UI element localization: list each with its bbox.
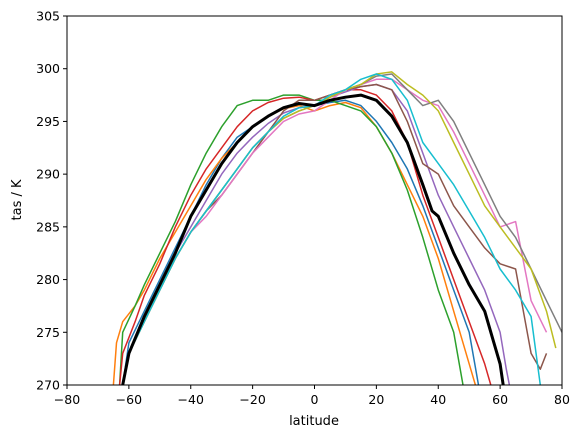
- x-axis: −80 −60 −40 −20 0 20 40 60 80: [54, 385, 570, 407]
- y-tick-label: 290: [36, 167, 60, 182]
- mean-series-line: [121, 93, 505, 385]
- y-axis: 270 275 280 285 290 295 300 305: [36, 9, 67, 393]
- x-tick-label: 80: [554, 392, 570, 407]
- y-tick-label: 295: [36, 114, 60, 129]
- series-line-5: [121, 83, 511, 385]
- x-tick-label: −60: [116, 392, 142, 407]
- x-tick-label: −40: [178, 392, 204, 407]
- y-tick-label: 275: [36, 325, 60, 340]
- y-tick-label: 280: [36, 272, 60, 287]
- y-tick-label: 300: [36, 61, 60, 76]
- y-tick-label: 285: [36, 219, 60, 234]
- x-tick-label: 60: [492, 392, 508, 407]
- y-tick-label: 305: [36, 9, 60, 24]
- x-tick-label: 0: [311, 392, 319, 407]
- series-line-7: [121, 78, 548, 385]
- y-axis-label: tas / K: [10, 179, 25, 220]
- y-tick-label: 270: [36, 378, 60, 393]
- x-tick-label: −80: [54, 392, 80, 407]
- series-line-9: [121, 71, 557, 385]
- x-tick-label: −20: [239, 392, 265, 407]
- series-line-4: [118, 89, 492, 385]
- series-line-10: [121, 73, 542, 385]
- series-line-3: [118, 94, 464, 385]
- x-tick-label: 20: [368, 392, 384, 407]
- x-axis-label: latitude: [289, 414, 339, 429]
- series-line-1: [121, 99, 480, 385]
- x-tick-label: 40: [430, 392, 446, 407]
- series-layer: [112, 71, 562, 385]
